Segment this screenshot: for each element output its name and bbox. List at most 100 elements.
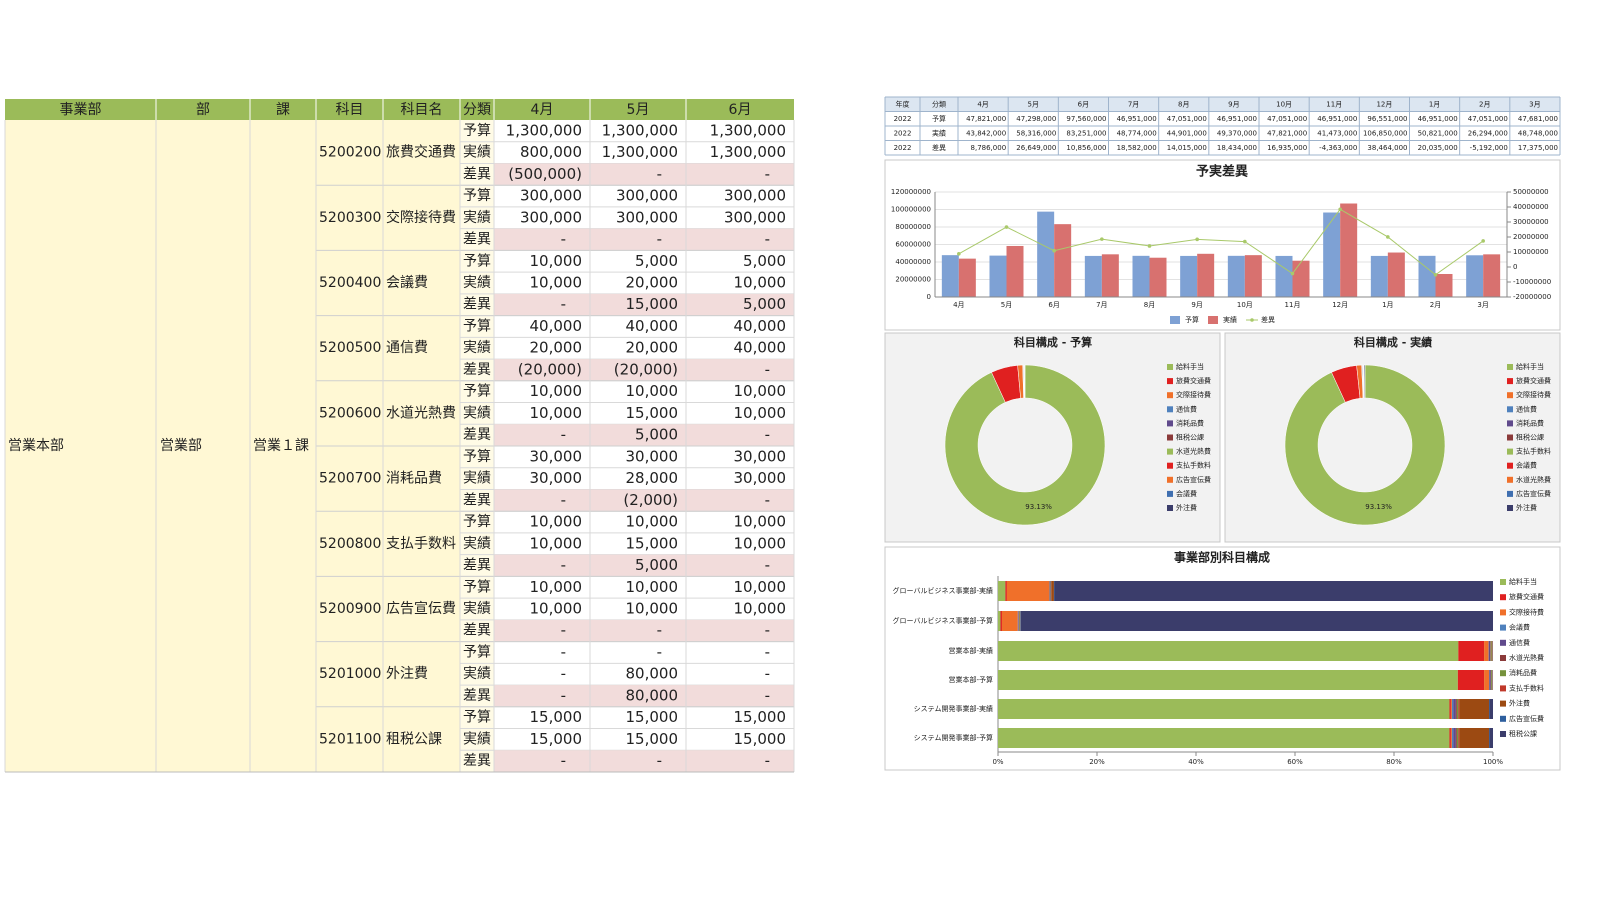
cell-value: 40,000 — [734, 339, 787, 357]
legend-label: 外注費 — [1516, 503, 1537, 512]
legend-label: 水道光熱費 — [1516, 475, 1551, 484]
cell-value: - — [561, 665, 566, 683]
legend-swatch — [1500, 594, 1506, 601]
summary-cell: 106,850,000 — [1363, 129, 1408, 137]
line-point — [1338, 207, 1342, 212]
account-code: 5200400 — [319, 275, 381, 291]
cell-value: 10,000 — [734, 274, 787, 292]
cell-value: - — [765, 621, 770, 639]
legend-swatch — [1500, 685, 1506, 692]
bar-segment — [1051, 581, 1054, 601]
bar-segment — [998, 670, 1458, 690]
legend-label: 広告宣伝費 — [1509, 714, 1544, 723]
line-point — [957, 252, 961, 256]
cell-value: 1,300,000 — [710, 143, 786, 161]
legend-swatch — [1507, 420, 1513, 427]
legend-label: 差異 — [1261, 315, 1275, 324]
bar-segment — [1001, 611, 1018, 631]
legend-swatch — [1507, 406, 1513, 413]
summary-header: 3月 — [1529, 100, 1540, 108]
column-header: 科目名 — [401, 102, 443, 118]
account-code: 5200500 — [319, 340, 381, 356]
cell-value: 15,000 — [734, 730, 787, 748]
header-bg — [5, 99, 794, 120]
cell-value: 10,000 — [530, 600, 583, 618]
cell-value: (20,000) — [518, 360, 582, 378]
row-type: 実績 — [463, 731, 491, 747]
row-type: 予算 — [463, 710, 491, 726]
row-type: 差異 — [463, 297, 491, 313]
cell-value: - — [561, 621, 566, 639]
summary-cell: 38,464,000 — [1367, 144, 1407, 152]
cell-value: 10,000 — [734, 404, 787, 422]
legend-swatch — [1507, 364, 1513, 370]
bar-segment — [1458, 728, 1460, 748]
y-tick-label: 80000000 — [895, 223, 931, 231]
y-tick-label: 20000000 — [895, 276, 931, 284]
legend-swatch — [1500, 609, 1506, 616]
cell-value: 15,000 — [626, 534, 679, 552]
cell-value: 30,000 — [734, 469, 787, 487]
legend-swatch — [1500, 731, 1506, 737]
summary-header: 12月 — [1376, 100, 1392, 108]
line-point — [1147, 244, 1152, 248]
cell-value: 40,000 — [530, 317, 583, 335]
line-point — [1433, 272, 1438, 277]
bar-segment — [998, 699, 1450, 719]
y-tick-label: 100000000 — [891, 206, 931, 214]
cell-value: - — [765, 752, 770, 770]
summary-header: 10月 — [1276, 100, 1292, 108]
chart-title: 予実差異 — [1196, 164, 1248, 180]
cell-value: 5,000 — [635, 252, 678, 270]
column-header: 部 — [196, 102, 210, 118]
cell-value: 10,000 — [530, 382, 583, 400]
bar-segment — [1054, 581, 1493, 601]
legend-swatch — [1167, 490, 1173, 497]
bar — [1244, 255, 1262, 297]
bar — [1101, 254, 1119, 297]
cell-value: 10,000 — [734, 513, 787, 531]
legend-label: 会議費 — [1176, 489, 1197, 498]
x-tick-label: 100% — [1483, 758, 1503, 766]
y-tick-label: 0 — [927, 293, 931, 301]
cell-value: 30,000 — [626, 447, 679, 465]
account-name: 会議費 — [386, 274, 428, 291]
column-header: 課 — [276, 102, 290, 118]
legend-label: 交際接待費 — [1509, 607, 1544, 616]
bar-segment — [1449, 728, 1451, 748]
summary-cell: 47,298,000 — [1016, 115, 1056, 123]
bar-segment — [1451, 728, 1454, 748]
cell-value: - — [561, 295, 566, 313]
bar — [1340, 203, 1358, 297]
summary-cell: 49,370,000 — [1217, 129, 1257, 137]
column-header: 分類 — [463, 102, 491, 118]
row-type: 差異 — [463, 688, 491, 704]
row-type: 実績 — [463, 405, 491, 421]
account-code: 5200700 — [319, 471, 381, 487]
bar-segment — [1484, 670, 1490, 690]
cell-value: - — [765, 491, 770, 509]
cell-value: 20,000 — [626, 339, 679, 357]
column-header: 事業部 — [60, 102, 102, 118]
column-header: 科目 — [336, 102, 364, 118]
line-point — [1052, 248, 1056, 253]
variance-row-bg — [494, 163, 794, 186]
cell-value: 300,000 — [724, 187, 786, 205]
bar-segment — [1450, 728, 1452, 748]
x-tick-label: 11月 — [1285, 301, 1301, 309]
account-code: 5200900 — [319, 601, 381, 617]
x-tick-label: 6月 — [1048, 301, 1059, 309]
bar-segment — [1453, 728, 1456, 748]
cell-value: 10,000 — [734, 600, 787, 618]
bar — [1418, 255, 1436, 297]
bar-segment — [998, 581, 1006, 601]
cell-value: - — [765, 643, 770, 661]
bar-segment — [1489, 699, 1493, 719]
summary-header: 6月 — [1078, 100, 1089, 108]
cell-value: - — [561, 556, 566, 574]
cell-value: 10,000 — [626, 600, 679, 618]
account-code: 5200800 — [319, 536, 381, 552]
account-code: 5201000 — [319, 666, 381, 682]
cell-value: 300,000 — [616, 187, 678, 205]
